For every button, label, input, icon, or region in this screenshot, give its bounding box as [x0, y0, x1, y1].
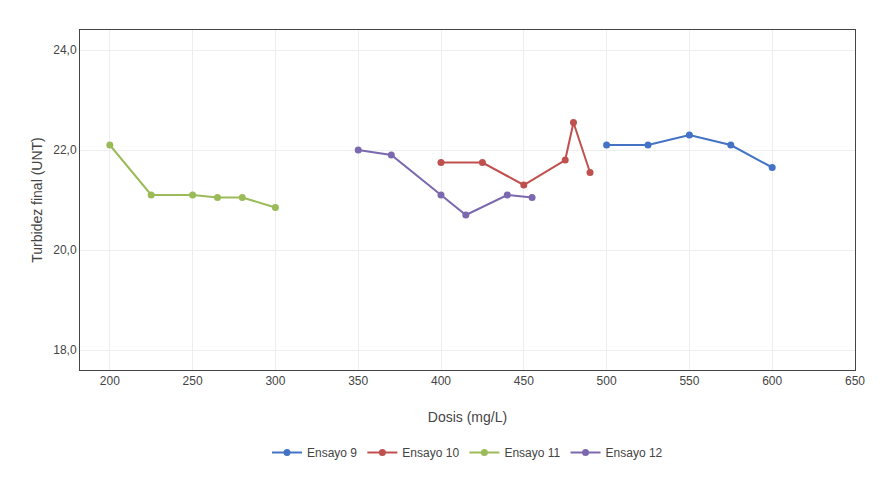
svg-text:250: 250 — [183, 374, 203, 388]
svg-text:22,0: 22,0 — [53, 143, 77, 157]
svg-text:Ensayo 12: Ensayo 12 — [606, 446, 663, 460]
svg-text:Dosis (mg/L): Dosis (mg/L) — [428, 409, 507, 425]
svg-text:200: 200 — [100, 374, 120, 388]
svg-text:400: 400 — [431, 374, 451, 388]
svg-text:300: 300 — [265, 374, 285, 388]
svg-text:20,0: 20,0 — [53, 243, 77, 257]
svg-text:550: 550 — [679, 374, 699, 388]
svg-text:350: 350 — [348, 374, 368, 388]
svg-text:650: 650 — [845, 374, 865, 388]
svg-text:500: 500 — [597, 374, 617, 388]
svg-text:18,0: 18,0 — [53, 343, 77, 357]
svg-text:450: 450 — [514, 374, 534, 388]
svg-text:600: 600 — [762, 374, 782, 388]
svg-text:24,0: 24,0 — [53, 43, 77, 57]
svg-text:Turbidez final (UNT): Turbidez final (UNT) — [29, 137, 45, 263]
svg-text:Ensayo 10: Ensayo 10 — [402, 446, 459, 460]
svg-text:Ensayo 9: Ensayo 9 — [307, 446, 357, 460]
svg-text:Ensayo 11: Ensayo 11 — [504, 446, 560, 460]
